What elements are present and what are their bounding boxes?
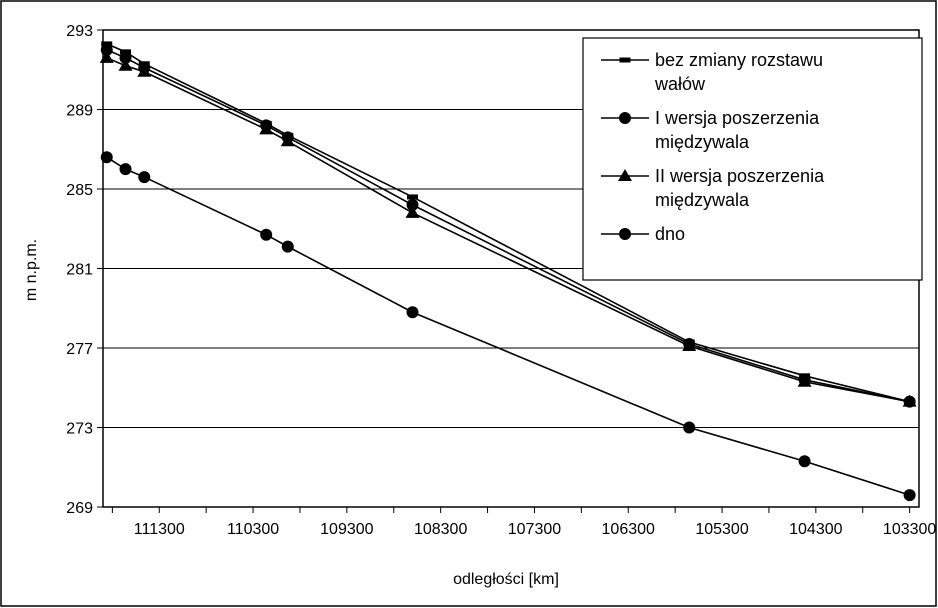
- legend-entry-4: dno: [601, 224, 685, 244]
- data-point-s3-3: [137, 64, 152, 77]
- y-tick-label-285: 285: [66, 182, 93, 199]
- legend-label-2-2: międzywala: [655, 132, 750, 152]
- legend-marker: [619, 57, 631, 63]
- x-tick-label-111300: 111300: [134, 521, 185, 538]
- data-point-s3-9: [902, 394, 917, 407]
- series-layer: [99, 41, 917, 502]
- x-axis-title: odległości [km]: [453, 571, 559, 588]
- data-point-s4-1: [100, 151, 113, 164]
- y-axis-title: m n.p.m.: [23, 239, 40, 301]
- legend-entry-1: bez zmiany rozstawu wałów: [601, 50, 823, 94]
- legend-label-1-1: bez zmiany rozstawu: [655, 50, 823, 70]
- x-tick-label-108300: 108300: [414, 521, 467, 538]
- x-tick-label-107300: 107300: [508, 521, 561, 538]
- legend-marker: [618, 169, 632, 181]
- y-tick-label-269: 269: [66, 500, 93, 517]
- x-tick-label-103300: 103300: [883, 521, 936, 538]
- legend: bez zmiany rozstawu wałów I wersja poszerz…: [582, 37, 923, 281]
- data-point-s2-6: [406, 198, 419, 211]
- legend-label-1-2: wałów: [654, 74, 706, 94]
- data-point-s1-6: [407, 194, 419, 200]
- data-point-s4-4: [260, 228, 273, 241]
- legend-label-3-1: II wersja poszerzenia: [655, 166, 825, 186]
- legend-entry-2: I wersja poszerzenia międzywala: [601, 108, 820, 152]
- legend-entry-3: II wersja poszerzenia międzywala: [601, 166, 825, 210]
- data-point-s4-2: [119, 163, 132, 176]
- y-tick-label-293: 293: [66, 23, 93, 40]
- data-point-s4-9: [903, 489, 916, 502]
- legend-marker: [619, 228, 631, 240]
- data-point-s4-3: [138, 171, 151, 184]
- y-axis-ticks: 269 273 277 281 285 289 293: [66, 23, 103, 517]
- data-point-s4-8: [798, 455, 811, 468]
- x-tick-label-110300: 110300: [227, 521, 279, 538]
- data-point-s4-6: [406, 306, 419, 319]
- legend-label-4-1: dno: [655, 224, 685, 244]
- data-point-s3-7: [682, 339, 697, 352]
- x-tick-label-106300: 106300: [602, 521, 655, 538]
- legend-box: [582, 37, 923, 281]
- data-point-s3-4: [259, 122, 274, 135]
- data-point-s3-6: [405, 205, 420, 218]
- x-tick-label-109300: 109300: [320, 521, 373, 538]
- series-3: [99, 50, 917, 407]
- x-tick-label-104300: 104300: [789, 521, 842, 538]
- data-point-s3-8: [797, 374, 812, 387]
- data-point-s2-2: [119, 51, 132, 64]
- legend-label-2-1: I wersja poszerzenia: [655, 108, 820, 128]
- data-point-s3-5: [280, 134, 295, 147]
- legend-label-3-2: międzywala: [655, 190, 750, 210]
- legend-marker: [619, 112, 631, 124]
- y-tick-label-281: 281: [66, 262, 93, 279]
- x-tick-label-105300: 105300: [695, 521, 748, 538]
- data-point-s3-1: [99, 50, 114, 63]
- data-point-s2-1: [100, 43, 113, 56]
- data-point-s3-2: [118, 58, 133, 71]
- x-axis-ticks: 111300 110300 109300 108300 107300 106300 1053…: [111, 507, 936, 538]
- y-tick-label-273: 273: [66, 421, 93, 438]
- y-tick-label-289: 289: [66, 103, 93, 120]
- y-tick-label-277: 277: [66, 341, 93, 358]
- data-point-s4-7: [683, 421, 696, 434]
- series-4: [100, 151, 916, 502]
- data-point-s4-5: [281, 240, 294, 253]
